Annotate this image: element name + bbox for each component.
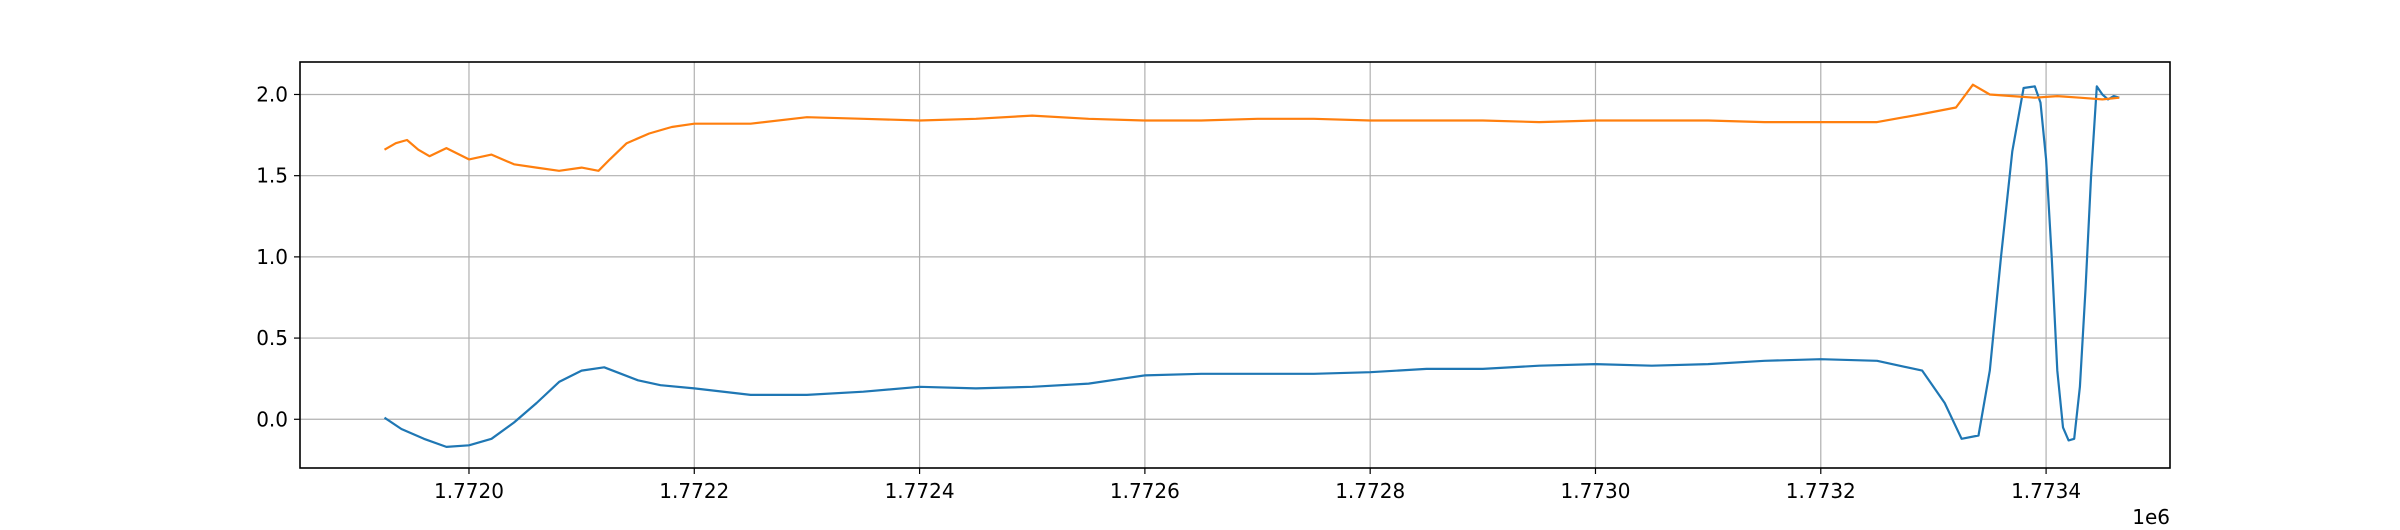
x-tick-label: 1.7722 — [659, 479, 729, 503]
series-layer — [383, 83, 2120, 448]
x-tick-label: 1.7728 — [1335, 479, 1405, 503]
x-tick-label: 1.7726 — [1110, 479, 1180, 503]
x-tick-label: 1.7732 — [1786, 479, 1856, 503]
x-tick-label: 1.7724 — [885, 479, 955, 503]
y-tick-label: 0.0 — [256, 407, 288, 431]
x-axis: 1.7720 1.7722 1.7724 1.7726 1.7728 1.7730 1.77… — [434, 468, 2081, 503]
x-offset-label: 1e6 — [2132, 505, 2170, 525]
y-axis: 0.0 0.5 1.0 1.5 2.0 — [256, 82, 300, 431]
y-tick-label: 0.5 — [256, 326, 288, 350]
y-tick-label: 1.5 — [256, 164, 288, 188]
y-tick-label: 1.0 — [256, 245, 288, 269]
grid-lines — [300, 62, 2170, 468]
x-tick-label: 1.7720 — [434, 479, 504, 503]
x-tick-label: 1.7730 — [1560, 479, 1630, 503]
series-line-1 — [383, 85, 2120, 448]
series-line-2 — [383, 83, 2120, 172]
plot-frame — [299, 61, 2171, 469]
x-tick-label: 1.7734 — [2011, 479, 2081, 503]
y-tick-label: 2.0 — [256, 82, 288, 106]
